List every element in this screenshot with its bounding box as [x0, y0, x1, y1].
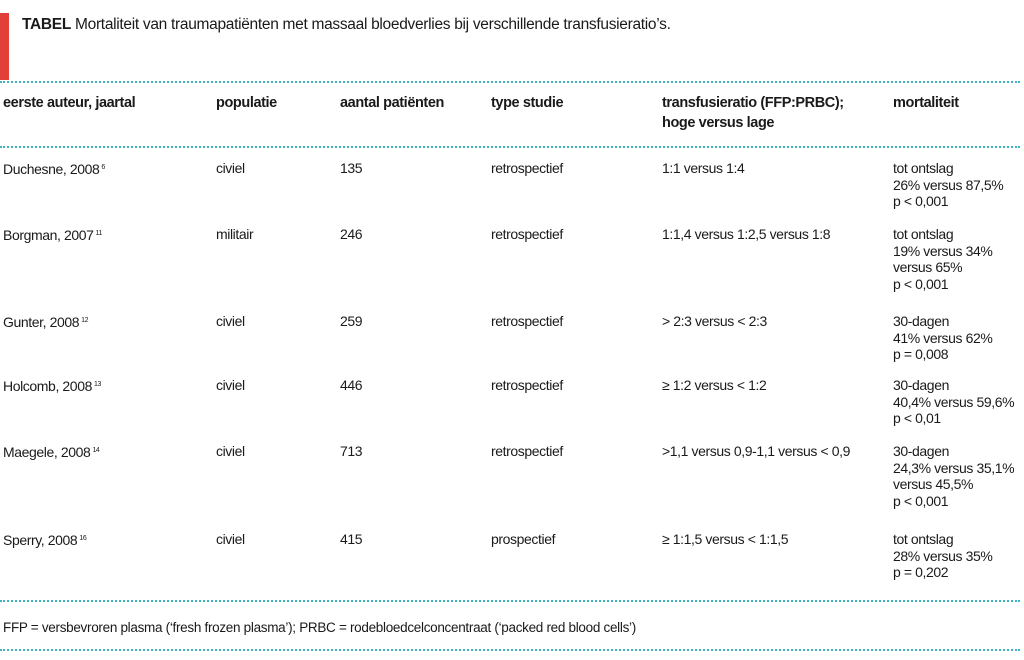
table-row-mortality: 30-dagen 41% versus 62% p = 0,008 — [893, 313, 993, 362]
table-row-ratio: 1:1 versus 1:4 — [662, 160, 745, 176]
table-row-author: Sperry, 2008 16 — [3, 532, 87, 548]
header-author: eerste auteur, jaartal — [3, 95, 136, 111]
table-row-study-type: retrospectief — [491, 377, 563, 393]
header-rule — [0, 146, 1020, 148]
table-row-patients: 135 — [340, 160, 363, 176]
footer-rule — [0, 649, 1020, 651]
table-row-study-type: retrospectief — [491, 443, 563, 459]
header-population: populatie — [216, 95, 277, 111]
table-row-patients: 713 — [340, 443, 363, 459]
top-rule — [0, 81, 1020, 83]
table-row-ratio: ≥ 1:1,5 versus < 1:1,5 — [662, 531, 789, 547]
table-row-author: Maegele, 2008 14 — [3, 444, 100, 460]
reference-number: 11 — [95, 230, 103, 237]
table-row-author: Gunter, 2008 12 — [3, 314, 89, 330]
table-caption: TABEL Mortaliteit van traumapatiënten met… — [22, 16, 671, 34]
table-row-author: Duchesne, 2008 6 — [3, 161, 105, 177]
table-row-patients: 259 — [340, 313, 363, 329]
header-study-type: type studie — [491, 95, 564, 111]
table-row-mortality: tot ontslag 19% versus 34% versus 65% p … — [893, 226, 993, 292]
table-row-author: Holcomb, 2008 13 — [3, 378, 101, 394]
reference-number: 13 — [93, 381, 101, 388]
table-row-population: civiel — [216, 377, 245, 393]
caption-label: TABEL — [22, 16, 72, 33]
table-footnote: FFP = versbevroren plasma (‘fresh frozen… — [3, 620, 636, 635]
table-row-ratio: > 2:3 versus < 2:3 — [662, 313, 767, 329]
table-row-population: civiel — [216, 531, 245, 547]
table-row-study-type: retrospectief — [491, 313, 563, 329]
header-mortality: mortaliteit — [893, 95, 959, 111]
accent-bar — [0, 13, 9, 80]
reference-number: 6 — [101, 164, 105, 171]
table-row-population: civiel — [216, 443, 245, 459]
table-row-mortality: 30-dagen 24,3% versus 35,1% versus 45,5%… — [893, 443, 1015, 509]
table-row-patients: 446 — [340, 377, 363, 393]
table-row-mortality: tot ontslag 26% versus 87,5% p < 0,001 — [893, 160, 1004, 209]
table-row-ratio: >1,1 versus 0,9-1,1 versus < 0,9 — [662, 443, 850, 459]
table-row-study-type: retrospectief — [491, 226, 563, 242]
table-row-study-type: retrospectief — [491, 160, 563, 176]
reference-number: 16 — [79, 535, 87, 542]
table-row-ratio: 1:1,4 versus 1:2,5 versus 1:8 — [662, 226, 831, 242]
header-patients: aantal patiënten — [340, 95, 444, 111]
table-row-study-type: prospectief — [491, 531, 556, 547]
table-row-ratio: ≥ 1:2 versus < 1:2 — [662, 377, 767, 393]
header-ratio: transfusieratio (FFP:PRBC); hoge versus … — [662, 95, 844, 131]
table-row-population: civiel — [216, 313, 245, 329]
table-row-mortality: 30-dagen 40,4% versus 59,6% p < 0,01 — [893, 377, 1015, 426]
table-row-population: militair — [216, 226, 254, 242]
bottom-rule — [0, 600, 1020, 602]
table-row-mortality: tot ontslag 28% versus 35% p = 0,202 — [893, 531, 993, 580]
reference-number: 12 — [81, 317, 89, 324]
table-row-patients: 415 — [340, 531, 363, 547]
table-row-patients: 246 — [340, 226, 363, 242]
table-row-author: Borgman, 2007 11 — [3, 227, 103, 243]
reference-number: 14 — [92, 447, 100, 454]
caption-text: Mortaliteit van traumapatiënten met mass… — [75, 16, 671, 33]
table-row-population: civiel — [216, 160, 245, 176]
